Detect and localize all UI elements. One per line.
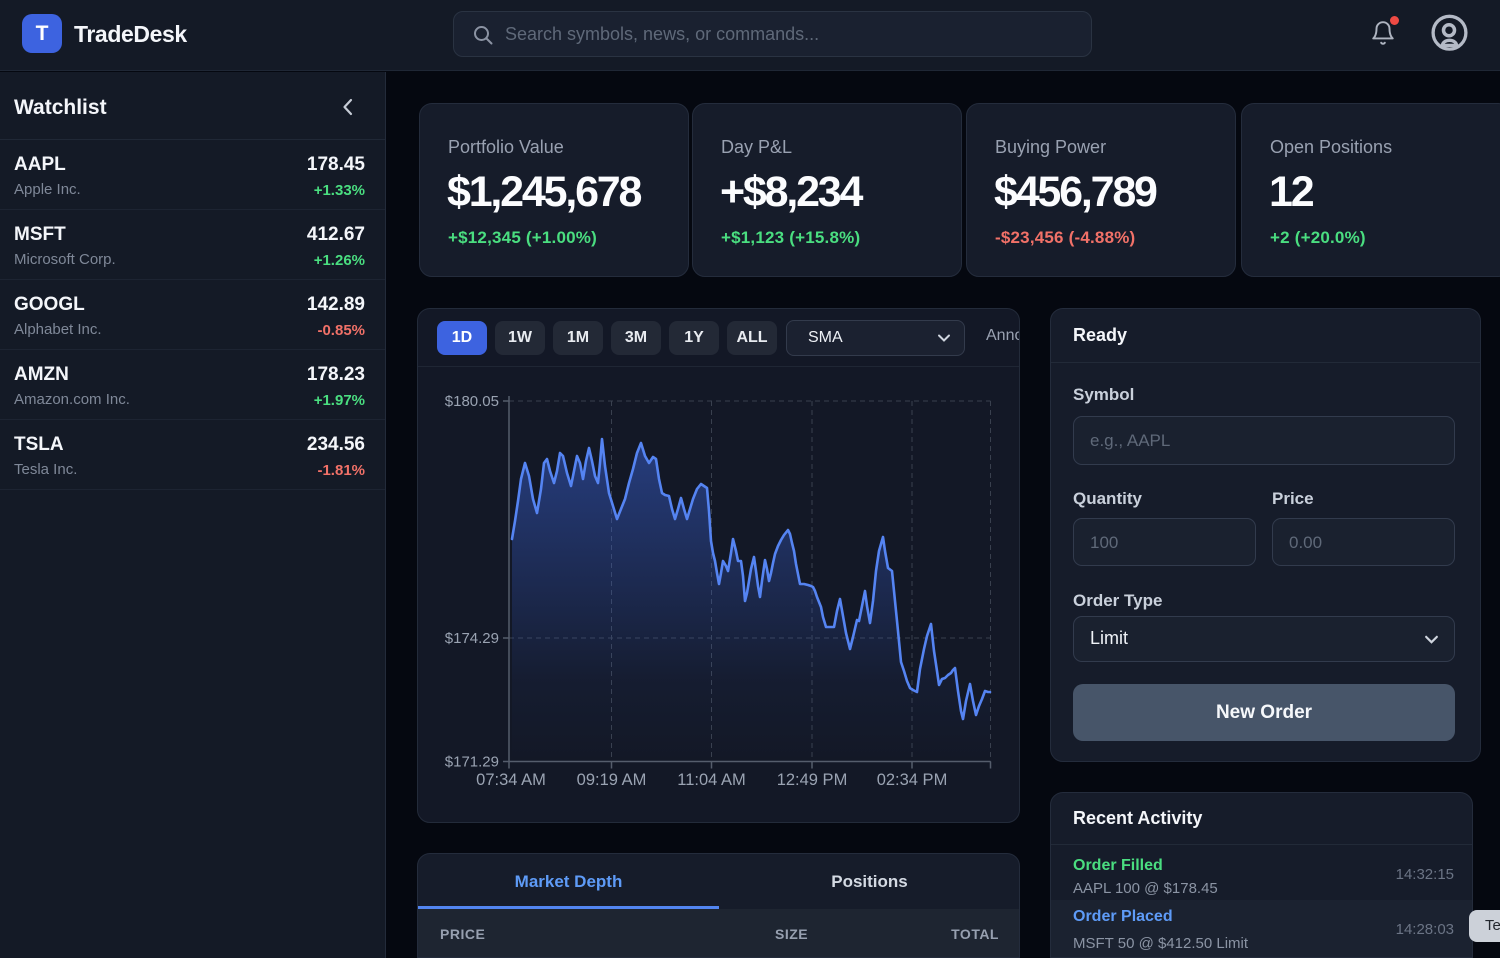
svg-text:07:34 AM: 07:34 AM	[476, 771, 546, 789]
svg-text:$180.05: $180.05	[445, 393, 499, 410]
svg-text:12:49 PM: 12:49 PM	[777, 771, 848, 789]
svg-text:$171.29: $171.29	[445, 754, 499, 771]
svg-text:$174.29: $174.29	[445, 630, 499, 647]
svg-text:11:04 AM: 11:04 AM	[677, 771, 746, 789]
svg-text:09:19 AM: 09:19 AM	[577, 771, 647, 789]
svg-text:02:34 PM: 02:34 PM	[877, 771, 948, 789]
